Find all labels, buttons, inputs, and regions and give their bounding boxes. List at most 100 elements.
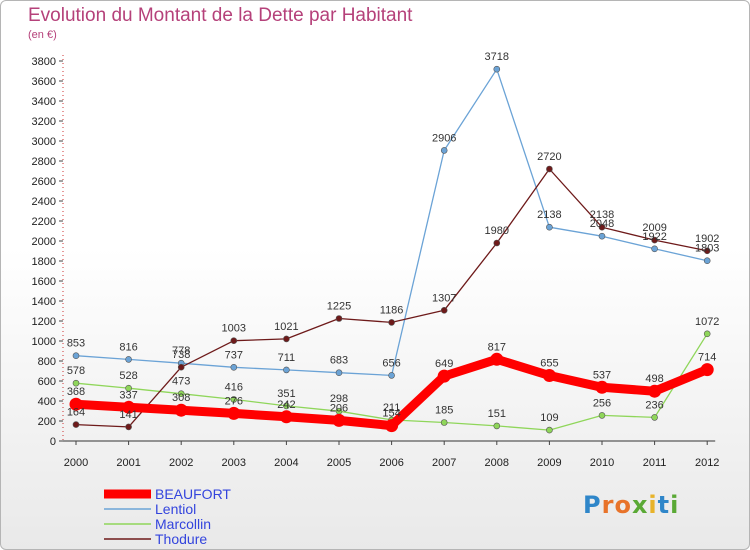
x-tick-label: 2004 bbox=[274, 457, 298, 469]
logo-letter: x bbox=[631, 491, 649, 519]
data-label: 778 bbox=[172, 345, 190, 357]
data-label: 2720 bbox=[537, 151, 561, 163]
axes: 0 200 400 600 800 1000 1200 1400 1600 1800 2000 220… bbox=[32, 55, 719, 469]
y-tick-label: 3000 bbox=[32, 136, 56, 148]
data-point bbox=[283, 402, 290, 410]
data-label: 817 bbox=[488, 341, 506, 353]
data-point bbox=[546, 165, 553, 173]
legend-label: Marcollin bbox=[155, 516, 211, 532]
y-tick-label: 200 bbox=[38, 416, 56, 428]
data-label: 416 bbox=[225, 381, 243, 393]
data-point bbox=[125, 356, 132, 363]
y-tick-label: 0 bbox=[50, 436, 56, 448]
proxiti-logo: Proxiti bbox=[583, 491, 679, 519]
data-point bbox=[335, 369, 343, 377]
data-point bbox=[279, 410, 293, 424]
data-label: 1902 bbox=[695, 233, 719, 245]
data-point bbox=[440, 419, 448, 426]
x-tick-label: 2007 bbox=[432, 457, 456, 469]
data-point bbox=[490, 352, 504, 366]
legend-item-lentiol: Lentiol bbox=[104, 501, 196, 517]
chart-title: Evolution du Montant de la Dette par Hab… bbox=[28, 5, 413, 26]
data-label: 242 bbox=[277, 399, 295, 411]
data-label: 528 bbox=[119, 370, 137, 382]
data-point bbox=[648, 384, 662, 398]
data-point bbox=[335, 315, 343, 322]
x-tick-label: 2006 bbox=[379, 457, 403, 469]
data-label: 308 bbox=[172, 392, 190, 404]
y-tick-label: 2200 bbox=[32, 216, 56, 228]
x-tick-label: 2001 bbox=[116, 457, 140, 469]
data-point bbox=[227, 406, 241, 420]
y-tick-label: 3600 bbox=[32, 76, 56, 88]
legend-label: Lentiol bbox=[155, 501, 196, 517]
data-label: 2906 bbox=[432, 132, 456, 144]
data-label: 656 bbox=[382, 357, 400, 369]
data-point bbox=[332, 413, 346, 427]
data-label: 1803 bbox=[695, 243, 719, 255]
y-tick-label: 1600 bbox=[32, 276, 56, 288]
data-point bbox=[283, 366, 290, 374]
series-beaufort bbox=[69, 352, 714, 433]
data-point bbox=[72, 379, 80, 387]
legend-label: BEAUFORT bbox=[155, 486, 231, 502]
y-tick-label: 400 bbox=[38, 396, 56, 408]
data-point bbox=[703, 257, 711, 265]
data-label: 154 bbox=[382, 408, 400, 420]
data-point bbox=[651, 414, 658, 421]
data-point bbox=[598, 223, 606, 231]
series-thodure bbox=[72, 165, 711, 431]
y-tick-label: 1200 bbox=[32, 316, 56, 328]
data-label: 236 bbox=[645, 399, 663, 411]
data-label: 1307 bbox=[432, 292, 456, 304]
data-label: 1186 bbox=[380, 304, 404, 316]
data-label: 151 bbox=[488, 408, 506, 420]
data-label: 683 bbox=[330, 355, 348, 367]
data-point bbox=[385, 419, 399, 433]
data-label: 816 bbox=[119, 341, 137, 353]
data-label: 649 bbox=[435, 358, 453, 370]
x-tick-label: 2011 bbox=[643, 457, 667, 469]
data-label: 1072 bbox=[695, 316, 719, 328]
data-point bbox=[388, 319, 395, 326]
data-point bbox=[651, 236, 658, 244]
data-label: 206 bbox=[330, 402, 348, 414]
data-label: 2138 bbox=[537, 209, 561, 221]
x-tick-label: 2002 bbox=[169, 457, 193, 469]
data-label: 368 bbox=[67, 386, 85, 398]
series-lines bbox=[69, 65, 714, 434]
data-point bbox=[122, 400, 136, 414]
data-point bbox=[230, 337, 238, 345]
x-tick-label: 2008 bbox=[485, 457, 509, 469]
data-label: 211 bbox=[383, 402, 401, 414]
data-point bbox=[437, 369, 451, 383]
data-label: 351 bbox=[277, 388, 295, 400]
y-tick-label: 3400 bbox=[32, 96, 56, 108]
logo-letter: o bbox=[614, 491, 632, 519]
data-label: 711 bbox=[278, 352, 296, 364]
data-label: 853 bbox=[67, 338, 85, 350]
data-point bbox=[493, 422, 501, 430]
x-tick-label: 2005 bbox=[327, 457, 351, 469]
data-label: 1980 bbox=[485, 225, 509, 237]
data-label: 738 bbox=[172, 349, 190, 361]
logo-letter: i bbox=[670, 491, 680, 519]
y-tick-label: 1400 bbox=[32, 296, 56, 308]
data-label: 185 bbox=[435, 405, 453, 417]
y-tick-label: 600 bbox=[38, 376, 56, 388]
data-point bbox=[703, 330, 711, 338]
data-label: 3718 bbox=[485, 51, 509, 63]
y-tick-label: 1800 bbox=[32, 256, 56, 268]
logo-letter: t bbox=[657, 491, 671, 519]
x-tick-label: 2009 bbox=[537, 457, 561, 469]
data-point bbox=[546, 223, 553, 231]
data-label: 473 bbox=[172, 376, 190, 388]
logo-letter: P bbox=[583, 491, 602, 519]
x-tick-label: 2012 bbox=[695, 457, 719, 469]
data-point bbox=[651, 245, 658, 253]
logo-letter: r bbox=[601, 491, 615, 519]
data-label: 2138 bbox=[590, 209, 614, 221]
y-tick-label: 2400 bbox=[32, 196, 56, 208]
